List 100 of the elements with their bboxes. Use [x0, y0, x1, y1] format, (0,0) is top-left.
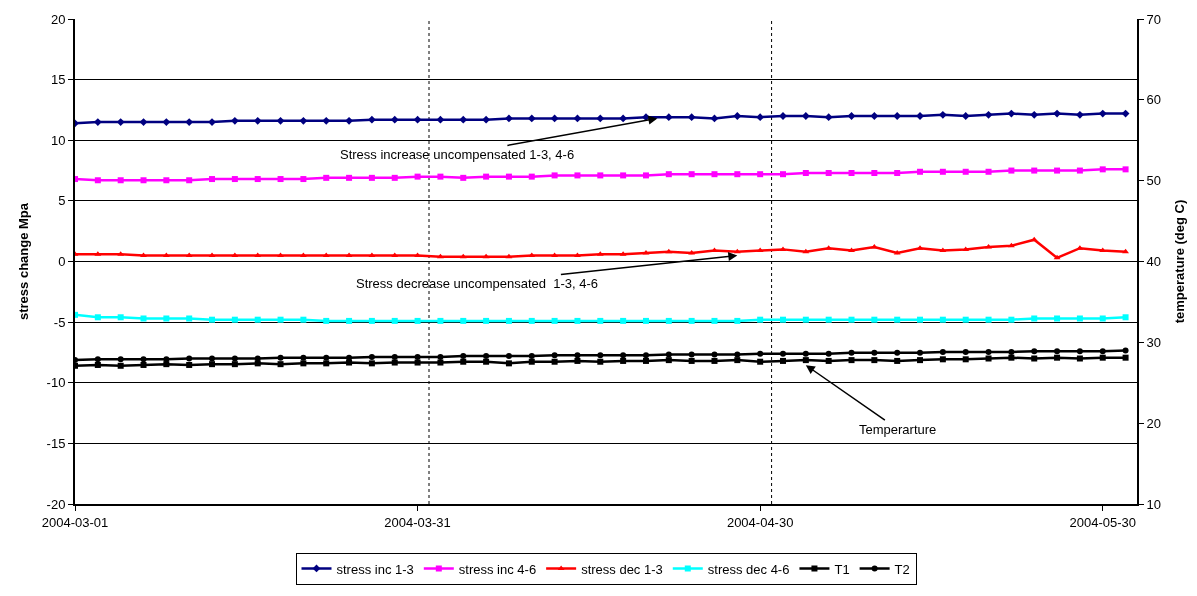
- point: [413, 115, 422, 124]
- point: [391, 317, 398, 324]
- point: [482, 115, 490, 124]
- point: [871, 169, 878, 176]
- y-tick-label: 10: [50, 132, 66, 148]
- point: [482, 253, 490, 259]
- y-tick-label: -5: [53, 314, 66, 330]
- point: [824, 113, 833, 122]
- point: [825, 169, 832, 176]
- y2-tick-label: 30: [1146, 334, 1162, 350]
- point: [368, 115, 376, 124]
- point: [894, 169, 901, 176]
- annotation: Stress decrease uncompensated 1-3, 4-6: [356, 276, 599, 291]
- point: [300, 316, 307, 323]
- point: [1031, 315, 1038, 322]
- point: [140, 252, 147, 257]
- point: [1076, 110, 1084, 119]
- point: [186, 315, 193, 322]
- y2-tick-label: 70: [1146, 11, 1162, 27]
- point: [780, 171, 786, 178]
- point: [368, 174, 375, 181]
- point: [642, 172, 649, 179]
- point: [917, 168, 924, 175]
- y2-tick-label: 10: [1146, 496, 1162, 512]
- y-tick-label: 15: [50, 72, 66, 88]
- point: [1054, 167, 1061, 174]
- point: [460, 317, 467, 324]
- x-tick-label: 2004-03-31: [384, 514, 451, 530]
- point: [710, 114, 719, 123]
- x-tick-label: 2004-04-30: [726, 514, 794, 530]
- y-axis-title: stress change Mpa: [16, 202, 32, 321]
- point: [711, 171, 718, 178]
- point: [209, 316, 216, 323]
- point: [483, 173, 490, 180]
- point: [687, 113, 696, 122]
- legend-label: stress inc 4-6: [458, 561, 537, 577]
- point: [757, 316, 764, 323]
- point: [528, 317, 535, 324]
- point: [780, 316, 786, 323]
- legend-label: stress dec 4-6: [707, 561, 790, 577]
- point: [574, 172, 581, 179]
- y-tick-label: 5: [58, 193, 66, 209]
- x-tick-label: 2004-05-30: [1069, 514, 1136, 530]
- point: [527, 114, 536, 123]
- point: [254, 316, 261, 323]
- point: [140, 315, 147, 322]
- point: [505, 253, 513, 259]
- point: [664, 113, 673, 122]
- point: [665, 171, 672, 178]
- point: [733, 112, 742, 120]
- y-tick-label: -15: [46, 435, 66, 451]
- point: [870, 112, 879, 120]
- point: [300, 176, 307, 183]
- point: [894, 316, 901, 323]
- point: [253, 116, 262, 125]
- point: [231, 176, 238, 183]
- point: [277, 176, 284, 183]
- point: [528, 173, 535, 180]
- point: [551, 317, 558, 324]
- point: [390, 115, 399, 124]
- point: [1007, 109, 1016, 118]
- point: [299, 116, 308, 125]
- point: [1099, 166, 1106, 173]
- y2-tick-label: 50: [1146, 173, 1162, 189]
- point: [346, 317, 353, 324]
- point: [139, 118, 148, 126]
- point: [505, 317, 512, 324]
- y2-tick-label: 20: [1146, 415, 1162, 431]
- point: [734, 317, 741, 324]
- point: [414, 173, 421, 180]
- point: [574, 317, 581, 324]
- point: [116, 118, 125, 126]
- point: [1030, 110, 1039, 119]
- point: [391, 174, 398, 181]
- point: [597, 172, 604, 179]
- point: [665, 317, 672, 324]
- point: [711, 317, 718, 324]
- y-tick-label: -20: [46, 496, 66, 512]
- point: [550, 114, 559, 123]
- point: [140, 177, 147, 184]
- point: [939, 247, 947, 253]
- point: [757, 171, 764, 178]
- point: [186, 177, 193, 184]
- point: [688, 317, 695, 324]
- point: [871, 316, 878, 323]
- point: [1098, 109, 1107, 118]
- point: [117, 177, 124, 184]
- point: [939, 316, 946, 323]
- point: [619, 114, 628, 123]
- x-tick-label: 2004-03-01: [41, 514, 109, 530]
- y-tick-label: 20: [50, 11, 66, 27]
- point: [483, 317, 490, 324]
- point: [848, 247, 855, 253]
- point: [94, 177, 101, 184]
- y2-tick-label: 60: [1146, 92, 1162, 108]
- point: [163, 177, 170, 184]
- point: [163, 315, 170, 322]
- point: [277, 316, 284, 323]
- point: [1122, 314, 1129, 321]
- point: [1099, 315, 1106, 322]
